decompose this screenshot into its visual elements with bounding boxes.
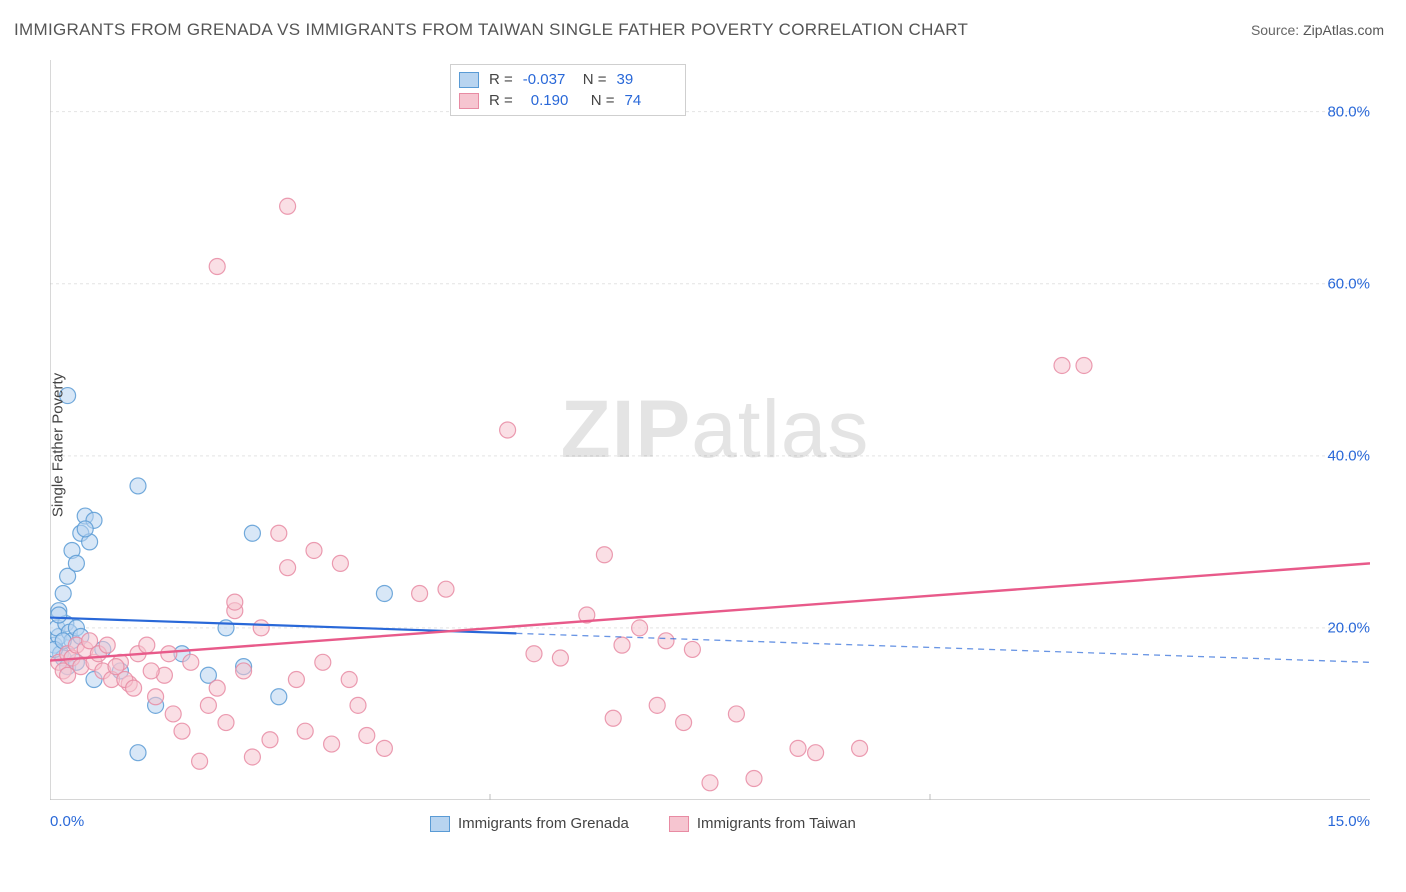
n-value-taiwan: 74 xyxy=(625,90,675,111)
x-tick-label: 15.0% xyxy=(1327,813,1370,830)
chart-area: Single Father Poverty ZIPatlas R = -0.03… xyxy=(50,60,1380,830)
y-tick-label: 80.0% xyxy=(1327,103,1370,120)
r-value-taiwan: 0.190 xyxy=(531,90,581,111)
r-label: R = xyxy=(489,90,513,111)
stats-row-taiwan: R = 0.190 N = 74 xyxy=(459,90,675,111)
x-tick-labels: 0.0%15.0% xyxy=(50,806,1370,826)
y-axis-label: Single Father Poverty xyxy=(50,373,67,517)
y-tick-label: 60.0% xyxy=(1327,275,1370,292)
swatch-grenada xyxy=(459,72,479,88)
chart-title: IMMIGRANTS FROM GRENADA VS IMMIGRANTS FR… xyxy=(14,20,968,40)
source-attribution: Source: ZipAtlas.com xyxy=(1251,22,1384,38)
x-tick-label: 0.0% xyxy=(50,813,84,830)
n-value-grenada: 39 xyxy=(617,69,667,90)
correlation-stats-legend: R = -0.037 N = 39 R = 0.190 N = 74 xyxy=(450,64,686,116)
n-label: N = xyxy=(591,90,615,111)
r-value-grenada: -0.037 xyxy=(523,69,573,90)
y-tick-label: 40.0% xyxy=(1327,447,1370,464)
r-label: R = xyxy=(489,69,513,90)
y-tick-label: 20.0% xyxy=(1327,619,1370,636)
swatch-taiwan xyxy=(459,93,479,109)
source-value: ZipAtlas.com xyxy=(1303,22,1384,38)
scatter-plot xyxy=(50,60,1370,800)
n-label: N = xyxy=(583,69,607,90)
stats-row-grenada: R = -0.037 N = 39 xyxy=(459,69,675,90)
source-label: Source: xyxy=(1251,22,1299,38)
